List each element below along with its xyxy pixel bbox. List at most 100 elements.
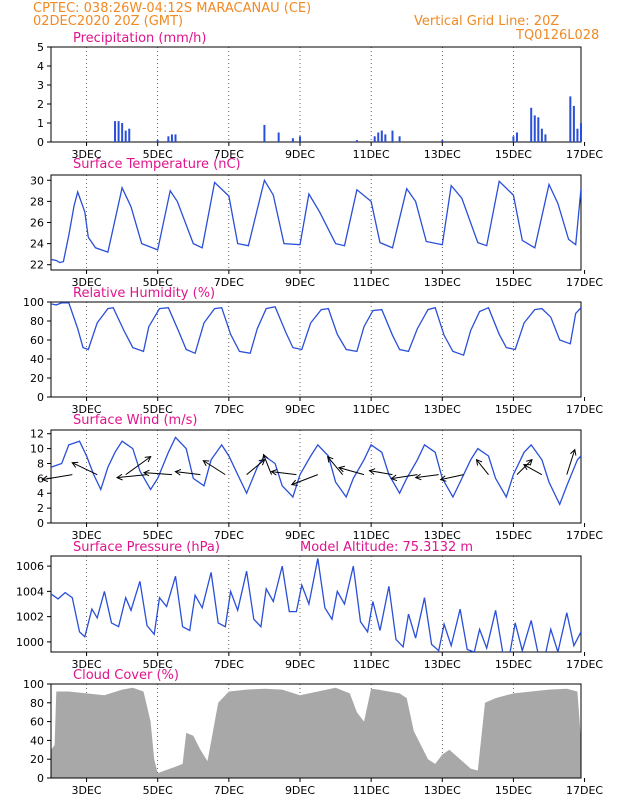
wind-arrow-head bbox=[116, 473, 123, 481]
precip-bar bbox=[572, 105, 575, 142]
x-tick-label: 17DEC bbox=[566, 658, 603, 671]
y-tick-label: 1004 bbox=[16, 585, 44, 598]
y-tick-label: 3 bbox=[37, 79, 44, 92]
wind-arrow-head bbox=[526, 458, 533, 466]
y-tick-label: 2 bbox=[37, 502, 44, 515]
wind-arrow-head bbox=[570, 448, 577, 456]
y-tick-label: 60 bbox=[30, 716, 44, 729]
y-tick-label: 12 bbox=[30, 428, 44, 441]
wind-arrow bbox=[72, 462, 98, 476]
precip-bar bbox=[128, 128, 131, 142]
panel-3 bbox=[41, 429, 586, 527]
y-tick-label: 20 bbox=[30, 372, 44, 385]
precip-bar bbox=[537, 117, 540, 142]
y-tick-label: 22 bbox=[30, 259, 44, 272]
wind-arrow bbox=[263, 454, 273, 475]
y-tick-label: 8 bbox=[37, 457, 44, 470]
x-tick-label: 17DEC bbox=[566, 784, 603, 797]
x-tick-label: 5DEC bbox=[143, 148, 173, 161]
x-tick-label: 15DEC bbox=[495, 658, 532, 671]
x-tick-label: 9DEC bbox=[285, 529, 315, 542]
panel-4 bbox=[47, 555, 586, 656]
x-tick-label: 7DEC bbox=[214, 784, 244, 797]
x-tick-label: 5DEC bbox=[143, 529, 173, 542]
y-tick-label: 20 bbox=[30, 753, 44, 766]
x-tick-label: 3DEC bbox=[72, 784, 102, 797]
precip-bar bbox=[380, 130, 383, 142]
x-tick-label: 5DEC bbox=[143, 784, 173, 797]
x-tick-label: 5DEC bbox=[143, 276, 173, 289]
precip-bar bbox=[544, 134, 547, 142]
x-tick-label: 9DEC bbox=[285, 403, 315, 416]
x-tick-label: 3DEC bbox=[72, 403, 102, 416]
panel-0 bbox=[47, 46, 586, 146]
precip-bar bbox=[174, 134, 177, 142]
x-tick-label: 9DEC bbox=[285, 658, 315, 671]
panel-frame bbox=[50, 555, 582, 653]
panel-title: Cloud Cover (%) bbox=[73, 668, 179, 683]
y-tick-label: 100 bbox=[23, 678, 44, 691]
panel-frame bbox=[50, 46, 582, 143]
y-tick-label: 0 bbox=[37, 391, 44, 404]
x-tick-label: 9DEC bbox=[285, 784, 315, 797]
precip-bar bbox=[167, 136, 170, 142]
panel-title: Relative Humidity (%) bbox=[73, 286, 215, 301]
x-tick-label: 17DEC bbox=[566, 276, 603, 289]
precip-bar bbox=[298, 136, 301, 142]
header-station: CPTEC: 038:26W-04:12S MARACANAU (CE) bbox=[33, 1, 312, 16]
wind-arrow-head bbox=[390, 474, 398, 482]
wind-arrow-head bbox=[174, 468, 182, 476]
precip-bar bbox=[441, 140, 444, 142]
y-tick-label: 26 bbox=[30, 217, 44, 230]
x-tick-label: 15DEC bbox=[495, 276, 532, 289]
wind-arrow bbox=[566, 449, 576, 475]
precip-bar bbox=[515, 132, 518, 142]
wind-arrow bbox=[143, 472, 172, 476]
precip-bar bbox=[170, 134, 173, 142]
x-tick-label: 7DEC bbox=[214, 403, 244, 416]
wind-arrow bbox=[523, 464, 543, 476]
precip-bar bbox=[117, 121, 120, 142]
y-tick-label: 80 bbox=[30, 697, 44, 710]
wind-arrow bbox=[271, 471, 297, 476]
y-tick-label: 1000 bbox=[16, 636, 44, 649]
header-grid-line: Vertical Grid Line: 20Z bbox=[414, 14, 560, 29]
x-tick-label: 5DEC bbox=[143, 403, 173, 416]
y-tick-label: 4 bbox=[37, 487, 44, 500]
panel-5 bbox=[47, 683, 586, 782]
x-tick-label: 13DEC bbox=[424, 276, 461, 289]
x-tick-label: 13DEC bbox=[424, 658, 461, 671]
wind-arrow-head bbox=[338, 465, 345, 473]
y-tick-label: 10 bbox=[30, 443, 44, 456]
x-tick-label: 3DEC bbox=[72, 148, 102, 161]
y-tick-label: 40 bbox=[30, 353, 44, 366]
wind-arrow-head bbox=[258, 458, 266, 466]
y-tick-label: 1 bbox=[37, 117, 44, 130]
cloud-area bbox=[51, 687, 581, 778]
wind-arrow bbox=[516, 459, 533, 475]
y-tick-label: 5 bbox=[37, 41, 44, 54]
precip-bar bbox=[355, 140, 358, 142]
y-tick-label: 60 bbox=[30, 334, 44, 347]
wind-arrow bbox=[391, 474, 418, 480]
panel-title: Precipitation (mm/h) bbox=[73, 31, 206, 46]
series-line bbox=[51, 558, 581, 652]
x-tick-label: 3DEC bbox=[72, 658, 102, 671]
series-line bbox=[51, 436, 581, 507]
x-tick-label: 7DEC bbox=[214, 658, 244, 671]
wind-arrow bbox=[203, 460, 226, 476]
panel-frame bbox=[50, 301, 582, 398]
precip-bar bbox=[530, 107, 533, 142]
panel-title: Surface Wind (m/s) bbox=[73, 413, 197, 428]
precip-bar bbox=[576, 128, 579, 142]
wind-arrow-head bbox=[270, 468, 278, 476]
wind-arrow-head bbox=[327, 455, 334, 463]
wind-arrow-head bbox=[290, 479, 298, 486]
precip-bar bbox=[156, 140, 159, 142]
y-tick-label: 40 bbox=[30, 734, 44, 747]
y-tick-label: 1002 bbox=[16, 611, 44, 624]
wind-arrow-head bbox=[144, 456, 152, 463]
x-tick-label: 15DEC bbox=[495, 784, 532, 797]
y-tick-label: 2 bbox=[37, 98, 44, 111]
wind-arrow bbox=[175, 471, 201, 476]
